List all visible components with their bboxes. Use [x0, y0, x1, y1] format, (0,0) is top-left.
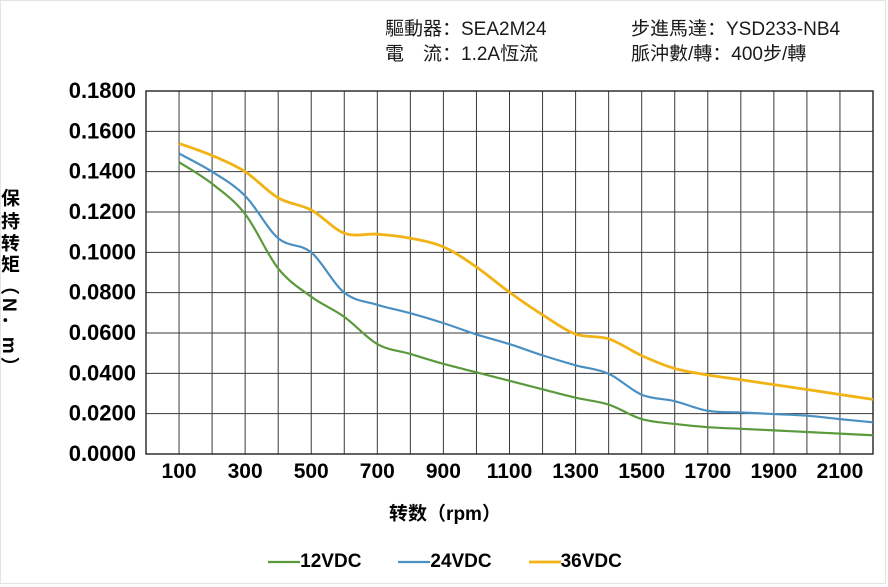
svg-text:1100: 1100: [487, 460, 533, 483]
svg-text:0.0200: 0.0200: [69, 401, 136, 426]
svg-text:1500: 1500: [618, 460, 665, 483]
svg-text:0.1600: 0.1600: [69, 118, 136, 143]
svg-text:300: 300: [228, 460, 263, 483]
svg-text:2100: 2100: [817, 460, 864, 483]
svg-text:0.0800: 0.0800: [69, 280, 136, 305]
svg-text:0.0400: 0.0400: [69, 360, 136, 385]
svg-text:1900: 1900: [751, 460, 798, 483]
svg-text:100: 100: [162, 460, 197, 483]
svg-text:0.0600: 0.0600: [69, 320, 136, 345]
svg-text:0.1000: 0.1000: [69, 239, 136, 264]
svg-text:0.0000: 0.0000: [69, 441, 136, 466]
svg-text:500: 500: [294, 460, 329, 483]
svg-text:0.1400: 0.1400: [69, 159, 136, 184]
svg-text:0.1200: 0.1200: [69, 199, 136, 224]
svg-text:1300: 1300: [552, 460, 599, 483]
svg-text:1700: 1700: [684, 460, 731, 483]
svg-text:900: 900: [426, 460, 461, 483]
svg-text:0.1800: 0.1800: [69, 78, 136, 103]
svg-text:700: 700: [360, 460, 395, 483]
